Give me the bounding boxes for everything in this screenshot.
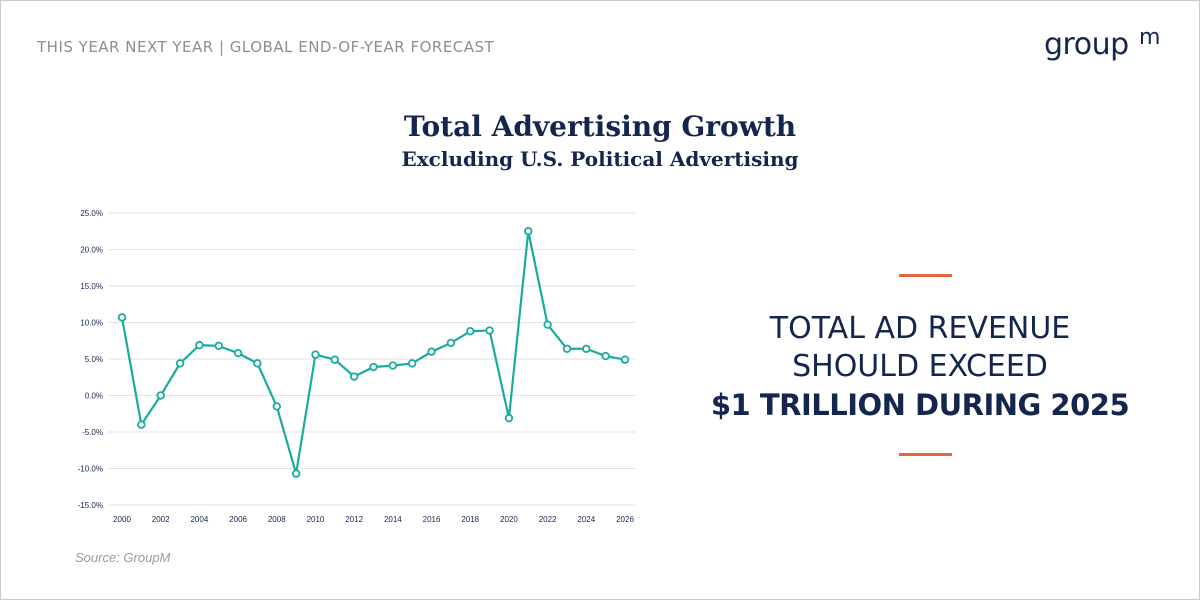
- x-tick-label: 2004: [190, 515, 208, 524]
- x-tick-label: 2014: [384, 515, 402, 524]
- x-tick-label: 2000: [113, 515, 131, 524]
- data-point: [137, 420, 146, 429]
- x-tick-label: 2008: [268, 515, 286, 524]
- series-line-layer: [120, 230, 626, 475]
- data-point: [485, 326, 494, 335]
- y-tick-label: 0.0%: [85, 392, 103, 401]
- callout-line-1: TOTAL AD REVENUE: [769, 311, 1071, 346]
- data-point: [291, 469, 301, 478]
- y-tick-label: -15.0%: [78, 501, 103, 510]
- grid-lines: [108, 212, 636, 506]
- data-point: [272, 402, 281, 411]
- x-tick-label: 2012: [345, 515, 363, 524]
- y-tick-label: -5.0%: [82, 428, 103, 437]
- data-point: [253, 359, 262, 368]
- x-tick-label: 2016: [423, 515, 441, 524]
- x-tick-label: 2018: [461, 515, 479, 524]
- line-chart: 25.0% 20.0% 15.0% 10.0% 5.0% 0.0% -5.0% -10.0% -…: [78, 209, 636, 524]
- data-point: [214, 341, 223, 351]
- x-axis-ticks: 2000 2002 2004 2006 2008 2010 2012 2014 2016 2018…: [113, 515, 634, 524]
- series-line: [120, 230, 626, 475]
- data-point: [388, 361, 398, 370]
- data-point: [446, 338, 456, 348]
- data-point: [562, 344, 572, 353]
- x-tick-label: 2026: [616, 515, 634, 524]
- data-point: [407, 359, 417, 368]
- chart-subtitle: Excluding U.S. Political Advertising: [401, 147, 799, 171]
- data-point: [369, 362, 378, 372]
- data-point: [601, 351, 610, 361]
- y-tick-label: 5.0%: [85, 355, 103, 364]
- data-point: [427, 347, 436, 356]
- y-axis-ticks: 25.0% 20.0% 15.0% 10.0% 5.0% 0.0% -5.0% -10.0% -…: [78, 209, 103, 510]
- svg-text:group: group: [1044, 27, 1129, 62]
- data-point: [175, 359, 185, 368]
- callout-line-3: $1 TRILLION DURING 2025: [710, 388, 1130, 422]
- data-point: [582, 344, 591, 353]
- header-title: THIS YEAR NEXT YEAR | GLOBAL END-OF-YEAR…: [37, 38, 495, 56]
- data-point: [330, 355, 340, 364]
- y-tick-label: 10.0%: [80, 319, 103, 328]
- data-point: [195, 340, 204, 350]
- x-tick-label: 2002: [152, 515, 170, 524]
- data-point: [466, 327, 475, 336]
- data-point: [349, 372, 359, 381]
- y-tick-label: 15.0%: [80, 282, 103, 291]
- data-point: [233, 348, 243, 358]
- source-note: Source: GroupM: [75, 550, 171, 565]
- data-point: [620, 355, 630, 364]
- x-tick-label: 2024: [577, 515, 595, 524]
- data-point: [543, 320, 552, 329]
- svg-text:m: m: [1139, 25, 1160, 50]
- data-point: [524, 227, 533, 236]
- callout-line-2: SHOULD EXCEED: [792, 349, 1048, 384]
- data-point: [156, 391, 165, 400]
- x-tick-label: 2006: [229, 515, 247, 524]
- x-tick-label: 2020: [500, 515, 518, 524]
- data-point: [311, 350, 320, 359]
- y-tick-label: -10.0%: [78, 465, 103, 474]
- data-point: [117, 313, 127, 322]
- x-tick-label: 2022: [539, 515, 557, 524]
- x-tick-label: 2010: [307, 515, 325, 524]
- data-points: [117, 227, 630, 478]
- groupm-logo: group m: [1044, 25, 1160, 62]
- data-point: [504, 413, 514, 423]
- y-tick-label: 25.0%: [80, 209, 103, 218]
- accent-bar-bottom: [899, 453, 952, 456]
- y-tick-label: 20.0%: [80, 246, 103, 255]
- accent-bar-top: [899, 274, 952, 277]
- chart-title: Total Advertising Growth: [403, 110, 797, 143]
